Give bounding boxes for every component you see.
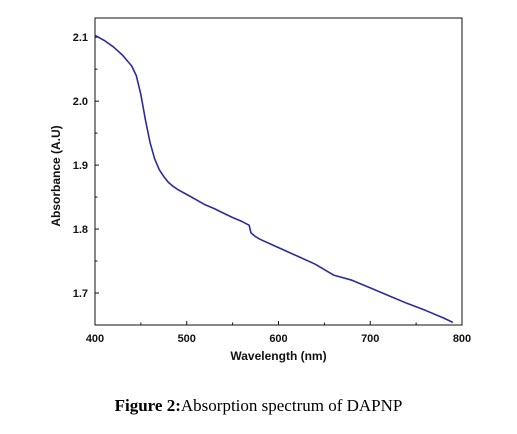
- y-axis-title: Absorbance (A.U): [49, 125, 63, 226]
- x-axis-title: Wavelength (nm): [230, 349, 326, 363]
- y-tick-label: 1.9: [73, 160, 88, 172]
- figure-caption-text: Absorption spectrum of DAPNP: [180, 396, 403, 415]
- y-tick-label: 1.8: [73, 224, 88, 236]
- x-tick-label: 600: [269, 333, 287, 345]
- x-tick-label: 500: [178, 333, 196, 345]
- x-axis-ticks: 400 500 600 700 800: [86, 321, 471, 345]
- x-tick-label: 400: [86, 333, 104, 345]
- x-tick-label: 800: [453, 333, 471, 345]
- figure-caption: Figure 2:Absorption spectrum of DAPNP: [0, 396, 517, 416]
- x-tick-label: 700: [361, 333, 379, 345]
- y-tick-label: 2.1: [73, 32, 88, 44]
- plot-frame: [94, 17, 463, 326]
- absorbance-line: [94, 34, 454, 324]
- figure-caption-label: Figure 2:: [114, 396, 181, 415]
- y-tick-label: 2.0: [73, 96, 88, 108]
- y-tick-label: 1.7: [73, 288, 88, 300]
- y-axis-ticks: 1.7 1.8 1.9 2.0 2.1: [73, 32, 99, 300]
- absorption-chart: 400 500 600 700 800 1.7 1.8 1.9 2.0 2.1 Waveleng…: [49, 17, 471, 363]
